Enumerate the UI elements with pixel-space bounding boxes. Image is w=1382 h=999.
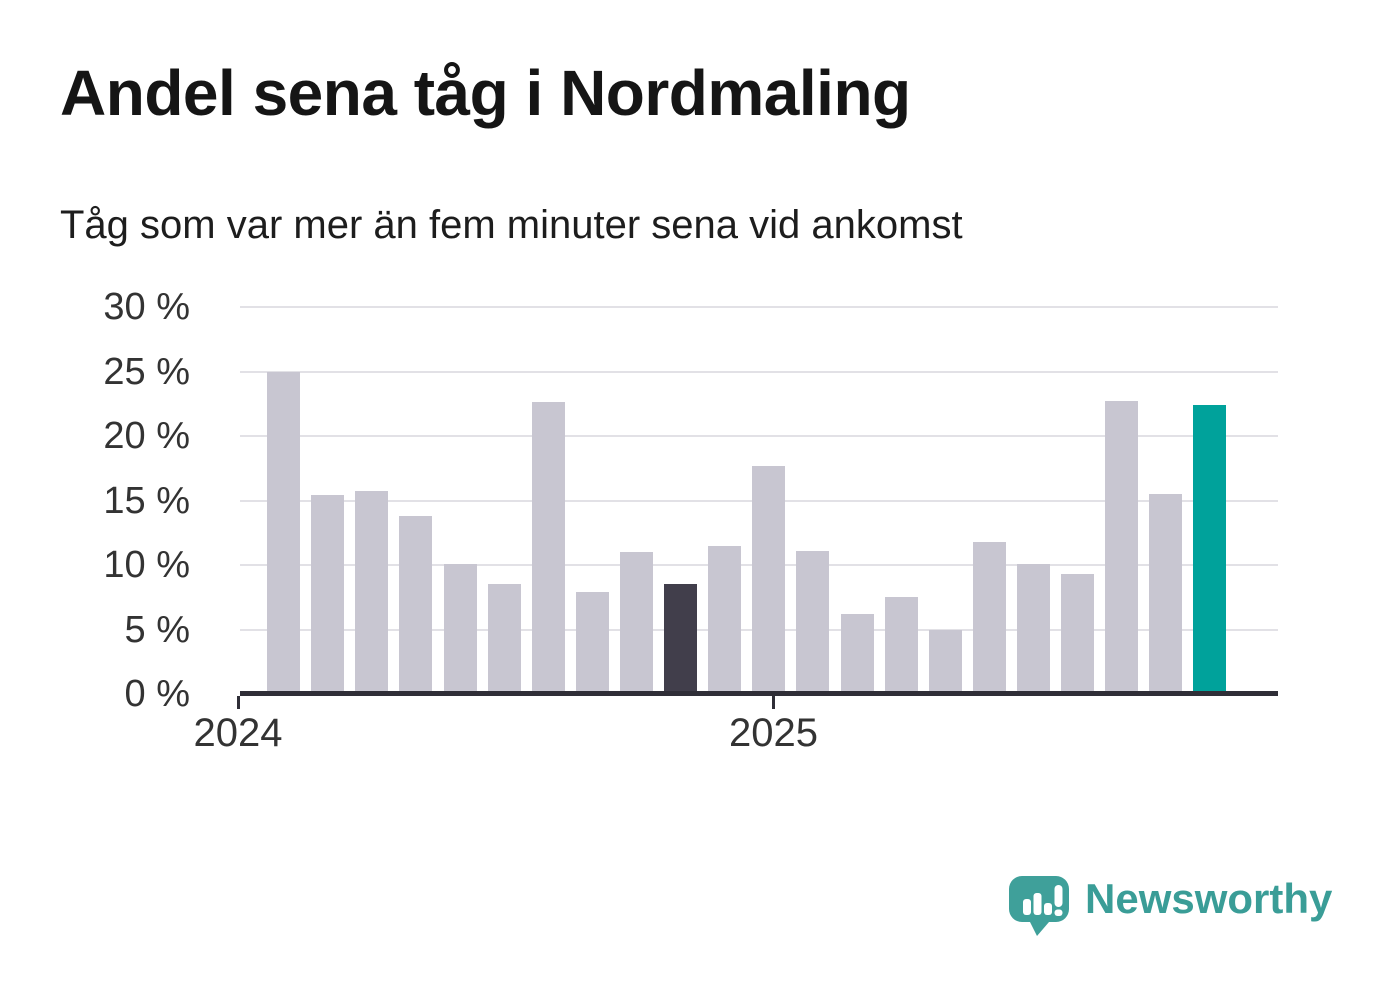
bar-highlighted bbox=[1193, 405, 1227, 694]
newsworthy-logo-text: Newsworthy bbox=[1085, 875, 1333, 922]
x-axis-tick bbox=[236, 696, 240, 709]
y-axis-tick-label: 25 % bbox=[103, 350, 190, 393]
bar bbox=[575, 592, 609, 694]
bar bbox=[840, 614, 874, 694]
y-axis-tick-label: 30 % bbox=[103, 286, 190, 328]
bar bbox=[752, 465, 786, 694]
x-axis-tick-label: 2025 bbox=[729, 711, 818, 755]
bar bbox=[399, 515, 433, 694]
y-axis-tick-label: 0 % bbox=[124, 673, 190, 715]
newsworthy-logo-icon bbox=[1009, 876, 1069, 936]
bar bbox=[1016, 563, 1050, 694]
bar bbox=[972, 541, 1006, 694]
gridline bbox=[240, 435, 1278, 437]
bar bbox=[267, 371, 301, 694]
bar bbox=[1105, 401, 1139, 694]
bar bbox=[1061, 574, 1095, 694]
bar-dark bbox=[664, 584, 698, 694]
bar bbox=[928, 629, 962, 694]
bar bbox=[884, 597, 918, 694]
newsworthy-logo: Newsworthy bbox=[1009, 876, 1332, 938]
x-axis-tick bbox=[772, 696, 775, 709]
bar bbox=[708, 545, 742, 694]
y-axis-tick-label: 15 % bbox=[103, 479, 190, 522]
chart-title: Andel sena tåg i Nordmaling bbox=[60, 57, 911, 129]
bar bbox=[487, 584, 521, 694]
bar bbox=[355, 491, 389, 694]
bar bbox=[796, 550, 830, 694]
y-axis-tick-label: 20 % bbox=[103, 415, 190, 457]
x-axis-tick-label: 2024 bbox=[193, 711, 283, 755]
bar bbox=[531, 402, 565, 694]
bar bbox=[619, 552, 653, 694]
gridline bbox=[240, 370, 1278, 373]
bar bbox=[1149, 494, 1183, 694]
y-axis-tick-label: 5 % bbox=[124, 608, 190, 651]
bar bbox=[311, 495, 345, 694]
bar bbox=[443, 563, 477, 694]
x-axis-line bbox=[240, 691, 1278, 696]
chart-subtitle: Tåg som var mer än fem minuter sena vid … bbox=[60, 203, 963, 247]
y-axis-tick-label: 10 % bbox=[103, 544, 190, 586]
gridline bbox=[240, 306, 1278, 308]
